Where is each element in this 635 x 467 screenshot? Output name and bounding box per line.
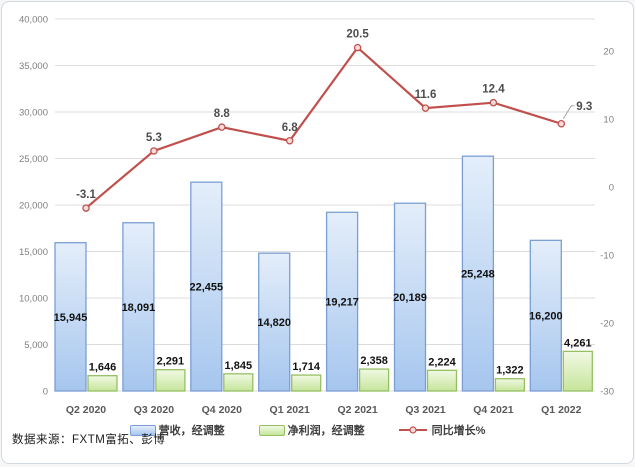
growth-marker — [421, 104, 430, 112]
growth-value-label: 20.5 — [346, 29, 369, 41]
data-source-note: 数据来源：FXTM富拓、彭博 — [12, 434, 166, 446]
left-axis-tick: 40,000 — [19, 15, 48, 26]
left-axis-tick: 30,000 — [19, 108, 48, 119]
category-label: Q3 2020 — [134, 404, 174, 416]
growth-value-label: 9.3 — [576, 101, 592, 113]
revenue-value-label: 19,217 — [325, 297, 359, 309]
revenue-bar — [190, 181, 223, 392]
netprofit-bar — [426, 369, 458, 392]
revenue-bar — [258, 252, 291, 392]
left-axis-tick: 20,000 — [19, 201, 48, 212]
growth-value-label: -3.1 — [76, 189, 96, 201]
revenue-bar — [325, 211, 359, 392]
left-axis-tick: 25,000 — [19, 154, 48, 165]
growth-marker — [218, 123, 226, 131]
category-label: Q2 2021 — [337, 404, 377, 416]
revenue-bar — [393, 202, 427, 392]
netprofit-bar — [223, 373, 254, 392]
legend-item-growth: 同比增长% — [398, 422, 486, 438]
growth-marker — [557, 120, 566, 128]
category-label: Q2 2020 — [66, 404, 106, 416]
chart-legend: 营收，经调整 净利润，经调整 同比增长% — [2, 421, 613, 439]
category-label: Q1 2021 — [270, 404, 310, 416]
revenue-value-label: 16,200 — [529, 311, 563, 323]
netprofit-value-label: 1,714 — [292, 361, 320, 373]
growth-marker — [150, 147, 158, 155]
growth-marker — [489, 98, 498, 107]
left-axis-tick: 15,000 — [19, 247, 48, 258]
growth-value-label: 5.3 — [146, 132, 162, 144]
right-axis-tick: 20 — [603, 47, 614, 58]
left-axis-tick: 10,000 — [19, 294, 48, 305]
category-label: Q3 2021 — [405, 404, 445, 416]
growth-marker — [82, 204, 90, 212]
growth-value-label: 11.6 — [415, 89, 437, 101]
growth-marker — [353, 43, 362, 52]
revenue-value-label: 14,820 — [257, 317, 291, 329]
revenue-bar — [461, 155, 495, 392]
legend-label-netprofit: 净利润，经调整 — [287, 425, 365, 437]
netprofit-value-label: 4,261 — [564, 337, 592, 349]
callout-leader — [562, 105, 575, 120]
right-axis-tick: -20 — [600, 319, 614, 330]
revenue-bar — [54, 242, 87, 392]
netprofit-bar — [291, 374, 322, 392]
revenue-value-label: 25,248 — [461, 269, 495, 281]
netprofit-value-label: 2,358 — [360, 355, 388, 367]
right-axis-tick: 0 — [609, 183, 614, 194]
netprofit-bar — [562, 350, 593, 392]
category-label: Q4 2021 — [473, 404, 513, 416]
netprofit-bar — [358, 368, 390, 392]
revenue-value-label: 18,091 — [122, 302, 156, 314]
netprofit-bar — [87, 375, 118, 392]
left-axis-tick: 0 — [43, 387, 48, 398]
left-axis-tick: 35,000 — [19, 61, 48, 72]
legend-label-revenue: 营收，经调整 — [158, 425, 225, 437]
category-label: Q4 2020 — [202, 404, 242, 416]
netprofit-value-label: 1,646 — [89, 362, 117, 374]
legend-item-revenue: 营收，经调整 — [129, 422, 225, 438]
revenue-value-label: 20,189 — [393, 292, 427, 304]
netprofit-value-label: 2,291 — [157, 356, 185, 368]
legend-item-netprofit: 净利润，经调整 — [258, 422, 365, 438]
netprofit-bar-swatch-icon — [258, 424, 285, 436]
revenue-value-label: 22,455 — [189, 282, 223, 294]
growth-line — [85, 45, 562, 209]
growth-value-label: 6.8 — [282, 122, 299, 134]
growth-marker — [285, 137, 294, 145]
netprofit-bar — [155, 369, 186, 392]
netprofit-bar — [494, 378, 526, 392]
netprofit-value-label: 1,322 — [496, 365, 524, 377]
revenue-bar-swatch-icon — [129, 424, 156, 436]
category-label: Q1 2022 — [541, 404, 581, 416]
growth-line-swatch-icon — [398, 426, 427, 434]
right-axis-tick: -30 — [600, 387, 614, 398]
growth-value-label: 12.4 — [482, 84, 505, 96]
revenue-bar — [122, 222, 155, 392]
revenue-value-label: 15,945 — [54, 312, 88, 324]
legend-label-growth: 同比增长% — [431, 425, 486, 437]
right-axis-tick: -10 — [600, 251, 614, 262]
netprofit-value-label: 1,845 — [225, 360, 253, 372]
right-axis-tick: 10 — [603, 115, 614, 126]
netprofit-value-label: 2,224 — [428, 356, 456, 368]
left-axis-tick: 5,000 — [24, 340, 48, 351]
revenue-bar — [529, 239, 562, 392]
growth-value-label: 8.8 — [214, 108, 231, 120]
